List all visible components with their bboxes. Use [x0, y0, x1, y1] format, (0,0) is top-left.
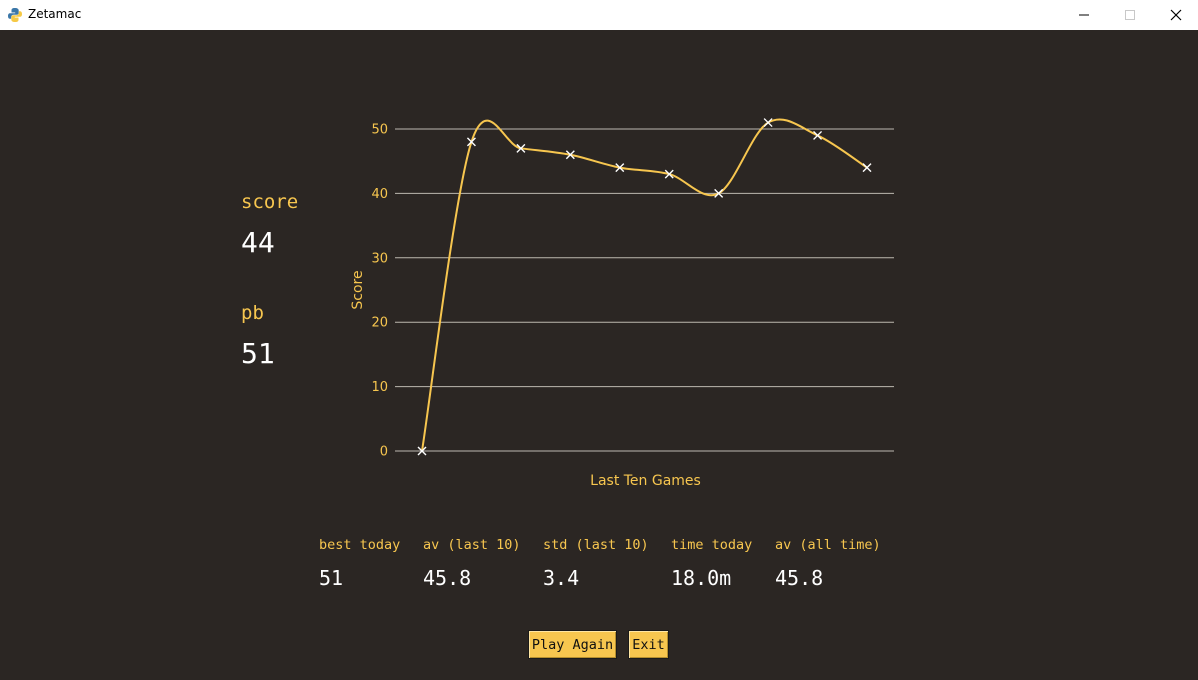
- data-point-marker: [664, 169, 674, 179]
- y-tick-label: 50: [371, 123, 388, 138]
- data-point-marker: [516, 143, 526, 153]
- y-tick-label: 40: [371, 187, 388, 202]
- data-point-marker: [615, 163, 625, 173]
- best-today-value: 51: [319, 566, 344, 590]
- minimize-icon: [1079, 14, 1089, 16]
- time-today-value: 18.0m: [671, 566, 732, 590]
- average-all-time-value: 45.8: [775, 566, 824, 590]
- exit-button[interactable]: Exit: [628, 630, 669, 659]
- score-label: score: [241, 191, 299, 213]
- std-last-10-label: std (last 10): [543, 537, 649, 553]
- y-tick-label: 30: [371, 251, 388, 266]
- time-today-label: time today: [671, 537, 753, 553]
- average-last-10-value: 45.8: [423, 566, 472, 590]
- close-icon: [1170, 9, 1182, 21]
- play-again-button[interactable]: Play Again: [528, 630, 617, 659]
- pb-label: pb: [241, 302, 264, 324]
- std-last-10-value: 3.4: [543, 566, 580, 590]
- python-icon: [8, 8, 22, 22]
- close-button[interactable]: [1153, 0, 1198, 30]
- window-title: Zetamac: [28, 7, 82, 21]
- y-axis-ticks: 0 10 20 30 40 50: [371, 123, 388, 460]
- y-axis-title: Score: [350, 270, 366, 309]
- maximize-icon: [1125, 10, 1135, 20]
- score-series-line: [421, 118, 868, 452]
- average-last-10-label: av (last 10): [423, 537, 521, 553]
- maximize-button[interactable]: [1107, 0, 1153, 30]
- y-tick-label: 0: [380, 445, 388, 460]
- chart-grid: [395, 128, 894, 452]
- y-tick-label: 20: [371, 316, 388, 331]
- data-point-marker: [714, 188, 724, 198]
- data-point-marker: [763, 118, 773, 128]
- score-chart: 0 10 20 30 40 50 Score Last Ten Games: [350, 118, 894, 489]
- score-value: 44: [241, 226, 275, 259]
- data-point-marker: [466, 137, 476, 147]
- data-point-marker: [565, 150, 575, 160]
- score-markers: [417, 118, 872, 456]
- window-title-bar: Zetamac: [0, 0, 1198, 30]
- best-today-label: best today: [319, 537, 401, 553]
- x-axis-title: Last Ten Games: [590, 473, 701, 489]
- data-point-marker: [417, 446, 427, 456]
- data-point-marker: [813, 130, 823, 140]
- average-all-time-label: av (all time): [775, 537, 881, 553]
- pb-value: 51: [241, 337, 275, 370]
- minimize-button[interactable]: [1061, 0, 1107, 30]
- y-tick-label: 10: [371, 380, 388, 395]
- data-point-marker: [862, 163, 872, 173]
